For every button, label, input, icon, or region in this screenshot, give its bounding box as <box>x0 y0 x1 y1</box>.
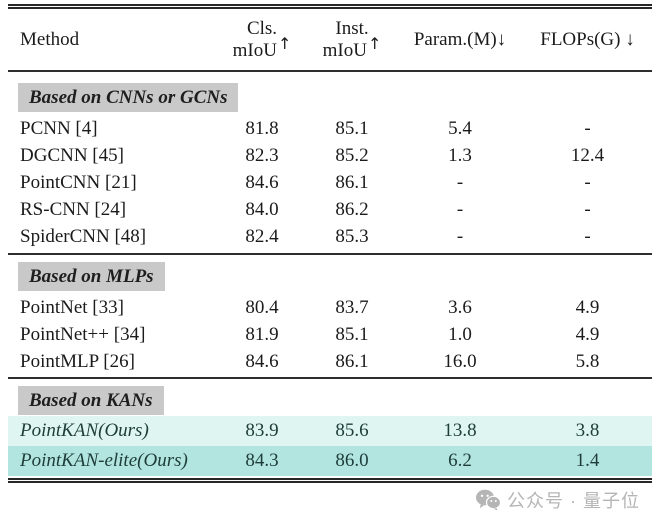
watermark: 公众号 · 量子位 <box>475 487 640 513</box>
column-header-inst-miou: Inst. mIoU↑ <box>307 18 397 61</box>
table-header-row: Method Cls. mIoU↑ Inst. mIoU↑ Param.(M)↓… <box>8 9 652 70</box>
flops-cell: - <box>584 172 591 193</box>
flops-cell: - <box>584 118 591 139</box>
section-kans: Based on KANs <box>8 386 652 415</box>
table-row-pointkan-elite: PointKAN-elite(Ours) 84.3 86.0 6.2 1.4 <box>8 446 652 476</box>
method-cell: SpiderCNN [48] <box>20 226 147 247</box>
cls-miou-cell: 82.4 <box>245 226 279 247</box>
flops-cell: - <box>584 226 591 247</box>
inst-miou-cell: 85.1 <box>335 118 369 139</box>
cls-miou-cell: 81.8 <box>245 118 279 139</box>
section-title: Based on MLPs <box>18 262 165 291</box>
method-cell: PCNN [4] <box>20 118 98 139</box>
flops-cell: 5.8 <box>575 351 600 372</box>
table-bottom-rule <box>8 478 652 483</box>
inst-miou-cell: 86.1 <box>335 351 369 372</box>
method-cell: PointCNN [21] <box>20 172 137 193</box>
param-cell: 5.4 <box>448 118 472 139</box>
table-row-pointkan: PointKAN(Ours) 83.9 85.6 13.8 3.8 <box>8 416 652 446</box>
param-cell: 1.3 <box>448 145 472 166</box>
flops-cell: 4.9 <box>575 324 600 345</box>
flops-cell: 3.8 <box>575 420 600 441</box>
inst-miou-cell: 83.7 <box>335 297 369 318</box>
param-cell: 6.2 <box>448 450 472 471</box>
table-row: RS-CNN [24] 84.0 86.2 - - <box>8 196 652 223</box>
param-cell: 1.0 <box>448 324 472 345</box>
inst-miou-cell: 86.1 <box>335 172 369 193</box>
up-arrow-icon: ↑ <box>277 33 292 53</box>
flops-cell: 4.9 <box>575 297 600 318</box>
cls-miou-cell: 84.3 <box>245 450 279 471</box>
inst-miou-label: mIoU <box>322 39 367 61</box>
method-cell: PointKAN(Ours) <box>20 420 149 441</box>
section-mlps-rows: PointNet [33] 80.4 83.7 3.6 4.9 PointNet… <box>8 294 652 375</box>
column-header-method: Method <box>20 28 80 50</box>
table-row: DGCNN [45] 82.3 85.2 1.3 12.4 <box>8 142 652 169</box>
cls-label: Cls. <box>246 18 278 40</box>
section-mlps: Based on MLPs <box>8 262 652 291</box>
method-cell: RS-CNN [24] <box>20 199 127 220</box>
method-cell: PointKAN-elite(Ours) <box>20 450 188 471</box>
table-row: SpiderCNN [48] 82.4 85.3 - - <box>8 223 652 250</box>
inst-label: Inst. <box>335 18 369 40</box>
table-row: PointNet [33] 80.4 83.7 3.6 4.9 <box>8 294 652 321</box>
cls-miou-label: mIoU <box>232 39 277 61</box>
method-cell: PointNet [33] <box>20 297 124 318</box>
param-cell: - <box>456 199 464 220</box>
cls-miou-cell: 81.9 <box>245 324 279 345</box>
method-cell: PointNet++ [34] <box>20 324 146 345</box>
inst-miou-cell: 85.1 <box>335 324 369 345</box>
table-row: PointNet++ [34] 81.9 85.1 1.0 4.9 <box>8 321 652 348</box>
cls-miou-cell: 84.0 <box>245 199 279 220</box>
inst-miou-cell: 86.2 <box>335 199 369 220</box>
section-divider-rule <box>8 253 652 255</box>
column-header-param: Param.(M)↓ <box>413 28 507 50</box>
cls-miou-cell: 82.3 <box>245 145 279 166</box>
section-cnns-rows: PCNN [4] 81.8 85.1 5.4 - DGCNN [45] 82.3… <box>8 115 652 250</box>
table-row: PCNN [4] 81.8 85.1 5.4 - <box>8 115 652 142</box>
up-arrow-icon: ↑ <box>367 33 382 53</box>
inst-miou-cell: 85.2 <box>335 145 369 166</box>
cls-miou-cell: 84.6 <box>245 351 279 372</box>
table-row: PointCNN [21] 84.6 86.1 - - <box>8 169 652 196</box>
param-cell: 3.6 <box>448 297 472 318</box>
results-table: Method Cls. mIoU↑ Inst. mIoU↑ Param.(M)↓… <box>8 4 652 483</box>
flops-cell: 1.4 <box>575 450 600 471</box>
method-cell: PointMLP [26] <box>20 351 135 372</box>
param-cell: 16.0 <box>443 351 477 372</box>
inst-miou-cell: 86.0 <box>335 450 369 471</box>
param-cell: - <box>456 226 464 247</box>
param-cell: 13.8 <box>443 420 477 441</box>
section-title: Based on KANs <box>18 386 164 415</box>
section-title: Based on CNNs or GCNs <box>18 83 239 112</box>
watermark-text: 公众号 · 量子位 <box>507 491 640 511</box>
flops-cell: 12.4 <box>570 145 605 166</box>
method-cell: DGCNN [45] <box>20 145 124 166</box>
section-kans-rows: PointKAN(Ours) 83.9 85.6 13.8 3.8 PointK… <box>8 416 652 476</box>
flops-cell: - <box>584 199 591 220</box>
cls-miou-cell: 84.6 <box>245 172 279 193</box>
column-header-flops: FLOPs(G) ↓ <box>540 28 635 50</box>
inst-miou-cell: 85.6 <box>335 420 369 441</box>
table-row: PointMLP [26] 84.6 86.1 16.0 5.8 <box>8 348 652 375</box>
header-divider-rule <box>8 70 652 72</box>
cls-miou-cell: 83.9 <box>245 420 279 441</box>
inst-miou-cell: 85.3 <box>335 226 369 247</box>
section-cnns-gcns: Based on CNNs or GCNs <box>8 83 652 112</box>
param-cell: - <box>456 172 464 193</box>
column-header-cls-miou: Cls. mIoU↑ <box>217 18 307 61</box>
table-top-rule <box>8 4 652 9</box>
cls-miou-cell: 80.4 <box>245 297 279 318</box>
wechat-icon <box>475 489 502 511</box>
section-divider-rule <box>8 377 652 379</box>
